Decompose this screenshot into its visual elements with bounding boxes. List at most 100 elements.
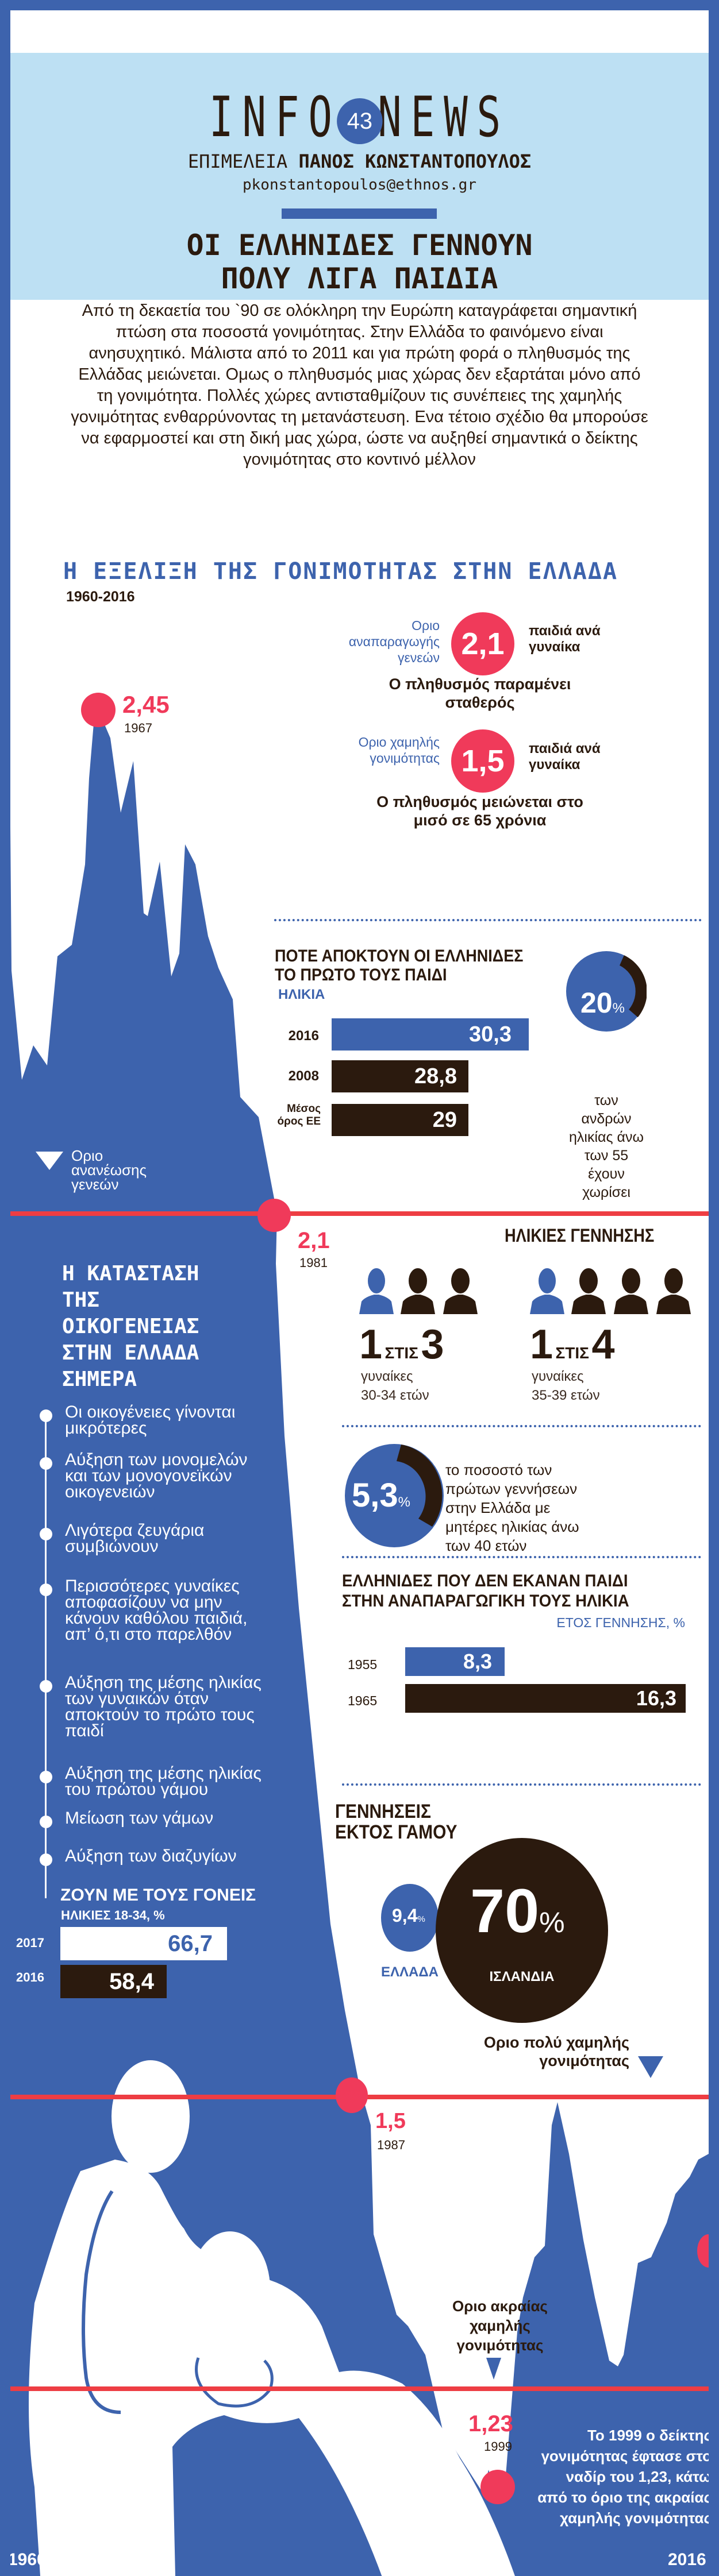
parents-bar-2016: 58,4 [60, 1965, 167, 1998]
list-bullet [40, 1816, 52, 1828]
issue-badge: 43 [336, 98, 383, 144]
list-bullet [40, 1457, 52, 1470]
title-rule [282, 208, 437, 219]
ratio-1-in-3-desc: γυναίκες 30-34 ετών [361, 1369, 429, 1403]
replacement-value: 2,1 [451, 612, 514, 675]
iceland-label: ΙΣΛΑΝΔΙΑ [489, 1969, 555, 1984]
page-title: ΟΙ ΕΛΛΗΝΙΔΕΣ ΓΕΝΝΟΥΝ ΠΟΛΥ ΛΙΓΑ ΠΑΙΔΙΑ [186, 229, 533, 295]
women-icons-group-2 [530, 1268, 691, 1314]
bar-label-2008: 2008 [288, 1068, 319, 1084]
parents-label-2017: 2017 [16, 1936, 44, 1950]
bar-label-2016: 2016 [288, 1028, 319, 1044]
childless-label-1965: 1965 [348, 1693, 378, 1708]
list-bullet [40, 1771, 52, 1783]
older-mothers-text: το ποσοστό των πρώτων γεννήσεων στην Ελλ… [445, 1461, 579, 1554]
parents-title: ΖΟΥΝ ΜΕ ΤΟΥΣ ΓΟΝΕΙΣ [60, 1886, 256, 1905]
ratio-1-in-3: 1 ΣΤΙΣ 3 [359, 1322, 444, 1368]
year-1999: 1999 [484, 2439, 512, 2454]
wedlock-title: ΓΕΝΝΗΣΕΙΣ ΕΚΤΟΣ ΓΑΜΟΥ [335, 1801, 457, 1843]
childless-title: ΕΛΛΗΝΙΔΕΣ ΠΟΥ ΔΕΝ ΕΚΑΝΑΝ ΠΑΙΔΙ ΣΤΗΝ ΑΝΑΠ… [342, 1571, 629, 1611]
list-bullet [40, 1409, 52, 1422]
author-email[interactable]: pkonstantopoulos@ethnos.gr [243, 176, 476, 194]
extreme-arrow-icon [486, 2358, 501, 2380]
nadir-note: Το 1999 ο δείκτης γονιμότητας έφτασε στο… [537, 2427, 712, 2527]
replacement-unit: παιδιά ανά γυναίκα [529, 623, 601, 655]
value-1981: 2,1 [298, 1228, 330, 1253]
ratio-1-in-4: 1 ΣΤΙΣ 4 [530, 1322, 615, 1368]
greece-label: ΕΛΛΑΔΑ [381, 1964, 439, 1980]
low-fertility-note: Ο πληθυσμός μειώνεται στο μισό σε 65 χρό… [376, 793, 583, 829]
low-fertility-unit: παιδιά ανά γυναίκα [529, 741, 601, 773]
family-list-line [45, 1419, 47, 1898]
parents-bar-2017: 66,7 [60, 1927, 227, 1960]
women-icons-group-1 [359, 1268, 478, 1314]
marker-2016 [697, 2234, 719, 2268]
list-bullet [40, 1853, 52, 1866]
older-mothers-value: 5,3% [352, 1477, 410, 1514]
childless-bar-1965: 16,3 [405, 1684, 686, 1713]
logo: INFO 43NEWS [209, 85, 510, 149]
older-mothers-donut [345, 1444, 444, 1547]
axis-end-year: 2016 [668, 2550, 706, 2569]
replacement-note: Ο πληθυσμός παραμένει σταθερός [389, 675, 571, 711]
intro-text: Από τη δεκαετία του `90 σε ολόκληρη την … [71, 302, 648, 469]
first-child-title: ΠΟΤΕ ΑΠΟΚΤΟΥΝ ΟΙ ΕΛΛΗΝΙΔΕΣ ΤΟ ΠΡΩΤΟ ΤΟΥΣ… [275, 947, 524, 984]
family-section-title: Η ΚΑΤΑΣΤΑΣΗ ΤΗΣ ΟΙΚΟΓΕΝΕΙΑΣ ΣΤΗΝ ΕΛΛΑΔΑ … [62, 1262, 199, 1391]
divider [342, 1425, 701, 1427]
low-fertility-value: 1,5 [451, 729, 514, 793]
extreme-label: Οριο ακραίας χαμηλής γονιμότητας [452, 2297, 548, 2354]
year-1987: 1987 [377, 2138, 405, 2152]
iceland-circle [436, 1838, 608, 2023]
ratio-1-in-4-desc: γυναίκες 35-39 ετών [532, 1369, 600, 1403]
marker-1987 [336, 2077, 368, 2113]
family-item: Αύξηση των διαζυγίων [65, 1847, 237, 1866]
peak-year: 1967 [124, 721, 152, 735]
header-band [10, 53, 709, 300]
divorced-men-value: 20% [580, 987, 625, 1019]
year-1981: 1981 [299, 1256, 328, 1270]
peak-value: 2,45 [122, 691, 170, 718]
childless-subtitle: ΕΤΟΣ ΓΕΝΝΗΣΗΣ, % [556, 1615, 685, 1630]
marker-1981 [257, 1199, 291, 1232]
very-low-label: Οριο πολύ χαμηλής γονιμότητας [483, 2034, 629, 2069]
greece-circle [381, 1884, 439, 1952]
fertility-period: 1960-2016 [66, 589, 135, 605]
family-item: Αύξηση των μονομελών και των μονογονεϊκώ… [65, 1450, 248, 1501]
first-child-subtitle: ΗΛΙΚΙΑ [278, 987, 325, 1002]
divorced-men-donut [566, 951, 647, 1032]
bar-label-eu: Μέσος όρος ΕΕ [277, 1103, 321, 1127]
bar-2016: 30,3 [332, 1018, 529, 1051]
parents-label-2016: 2016 [16, 1970, 44, 1984]
divider [342, 1556, 701, 1558]
childless-bar-1955: 8,3 [405, 1647, 505, 1676]
family-item: Αύξηση της μέσης ηλικίας των γυναικών ότ… [65, 1673, 262, 1740]
bar-2008: 28,8 [332, 1060, 468, 1092]
list-bullet [40, 1584, 52, 1596]
replacement-label: Οριο αναπαραγωγής γενεών [348, 618, 440, 665]
peak-marker [81, 693, 116, 727]
extreme-line [10, 2386, 709, 2391]
fertility-section-title: Η ΕΞΕΛΙΞΗ ΤΗΣ ΓΟΝΙΜΟΤΗΤΑΣ ΣΤΗΝ ΕΛΛΑΔΑ [63, 558, 618, 585]
low-fertility-label: Οριο χαμηλής γονιμότητας [358, 735, 440, 766]
value-1987: 1,5 [375, 2109, 406, 2133]
iceland-value: 70% [470, 1876, 565, 1945]
list-bullet [40, 1680, 52, 1693]
value-1999: 1,23 [468, 2411, 513, 2436]
renewal-arrow-icon [36, 1152, 63, 1170]
family-item: Οι οικογένειες γίνονται μικρότερες [65, 1403, 236, 1438]
replacement-line [10, 1211, 709, 1216]
very-low-arrow-icon [638, 2056, 663, 2078]
renewal-label: Οριο ανανέωσης γενεών [71, 1147, 147, 1193]
family-item: Λιγότερα ζευγάρια συμβιώνουν [65, 1521, 205, 1556]
marker-1999 [480, 2470, 515, 2504]
greece-value: 9,4% [392, 1905, 425, 1926]
family-item: Αύξηση της μέσης ηλικίας του πρώτου γάμο… [65, 1764, 262, 1799]
childless-label-1955: 1955 [348, 1657, 378, 1672]
list-bullet [40, 1528, 52, 1540]
byline: ΕΠΙΜΕΛΕΙΑ ΠΑΝΟΣ ΚΩΝΣΤΑΝΤΟΠΟΥΛΟΣ [187, 150, 532, 172]
axis-start-year: 1960 [8, 2550, 47, 2569]
family-item: Περισσότερες γυναίκες αποφασίζουν να μην… [65, 1577, 248, 1644]
divorced-men-text: των ανδρών ηλικίας άνω των 55 έχουν χωρί… [569, 1092, 644, 1200]
family-item: Μείωση των γάμων [65, 1809, 214, 1828]
